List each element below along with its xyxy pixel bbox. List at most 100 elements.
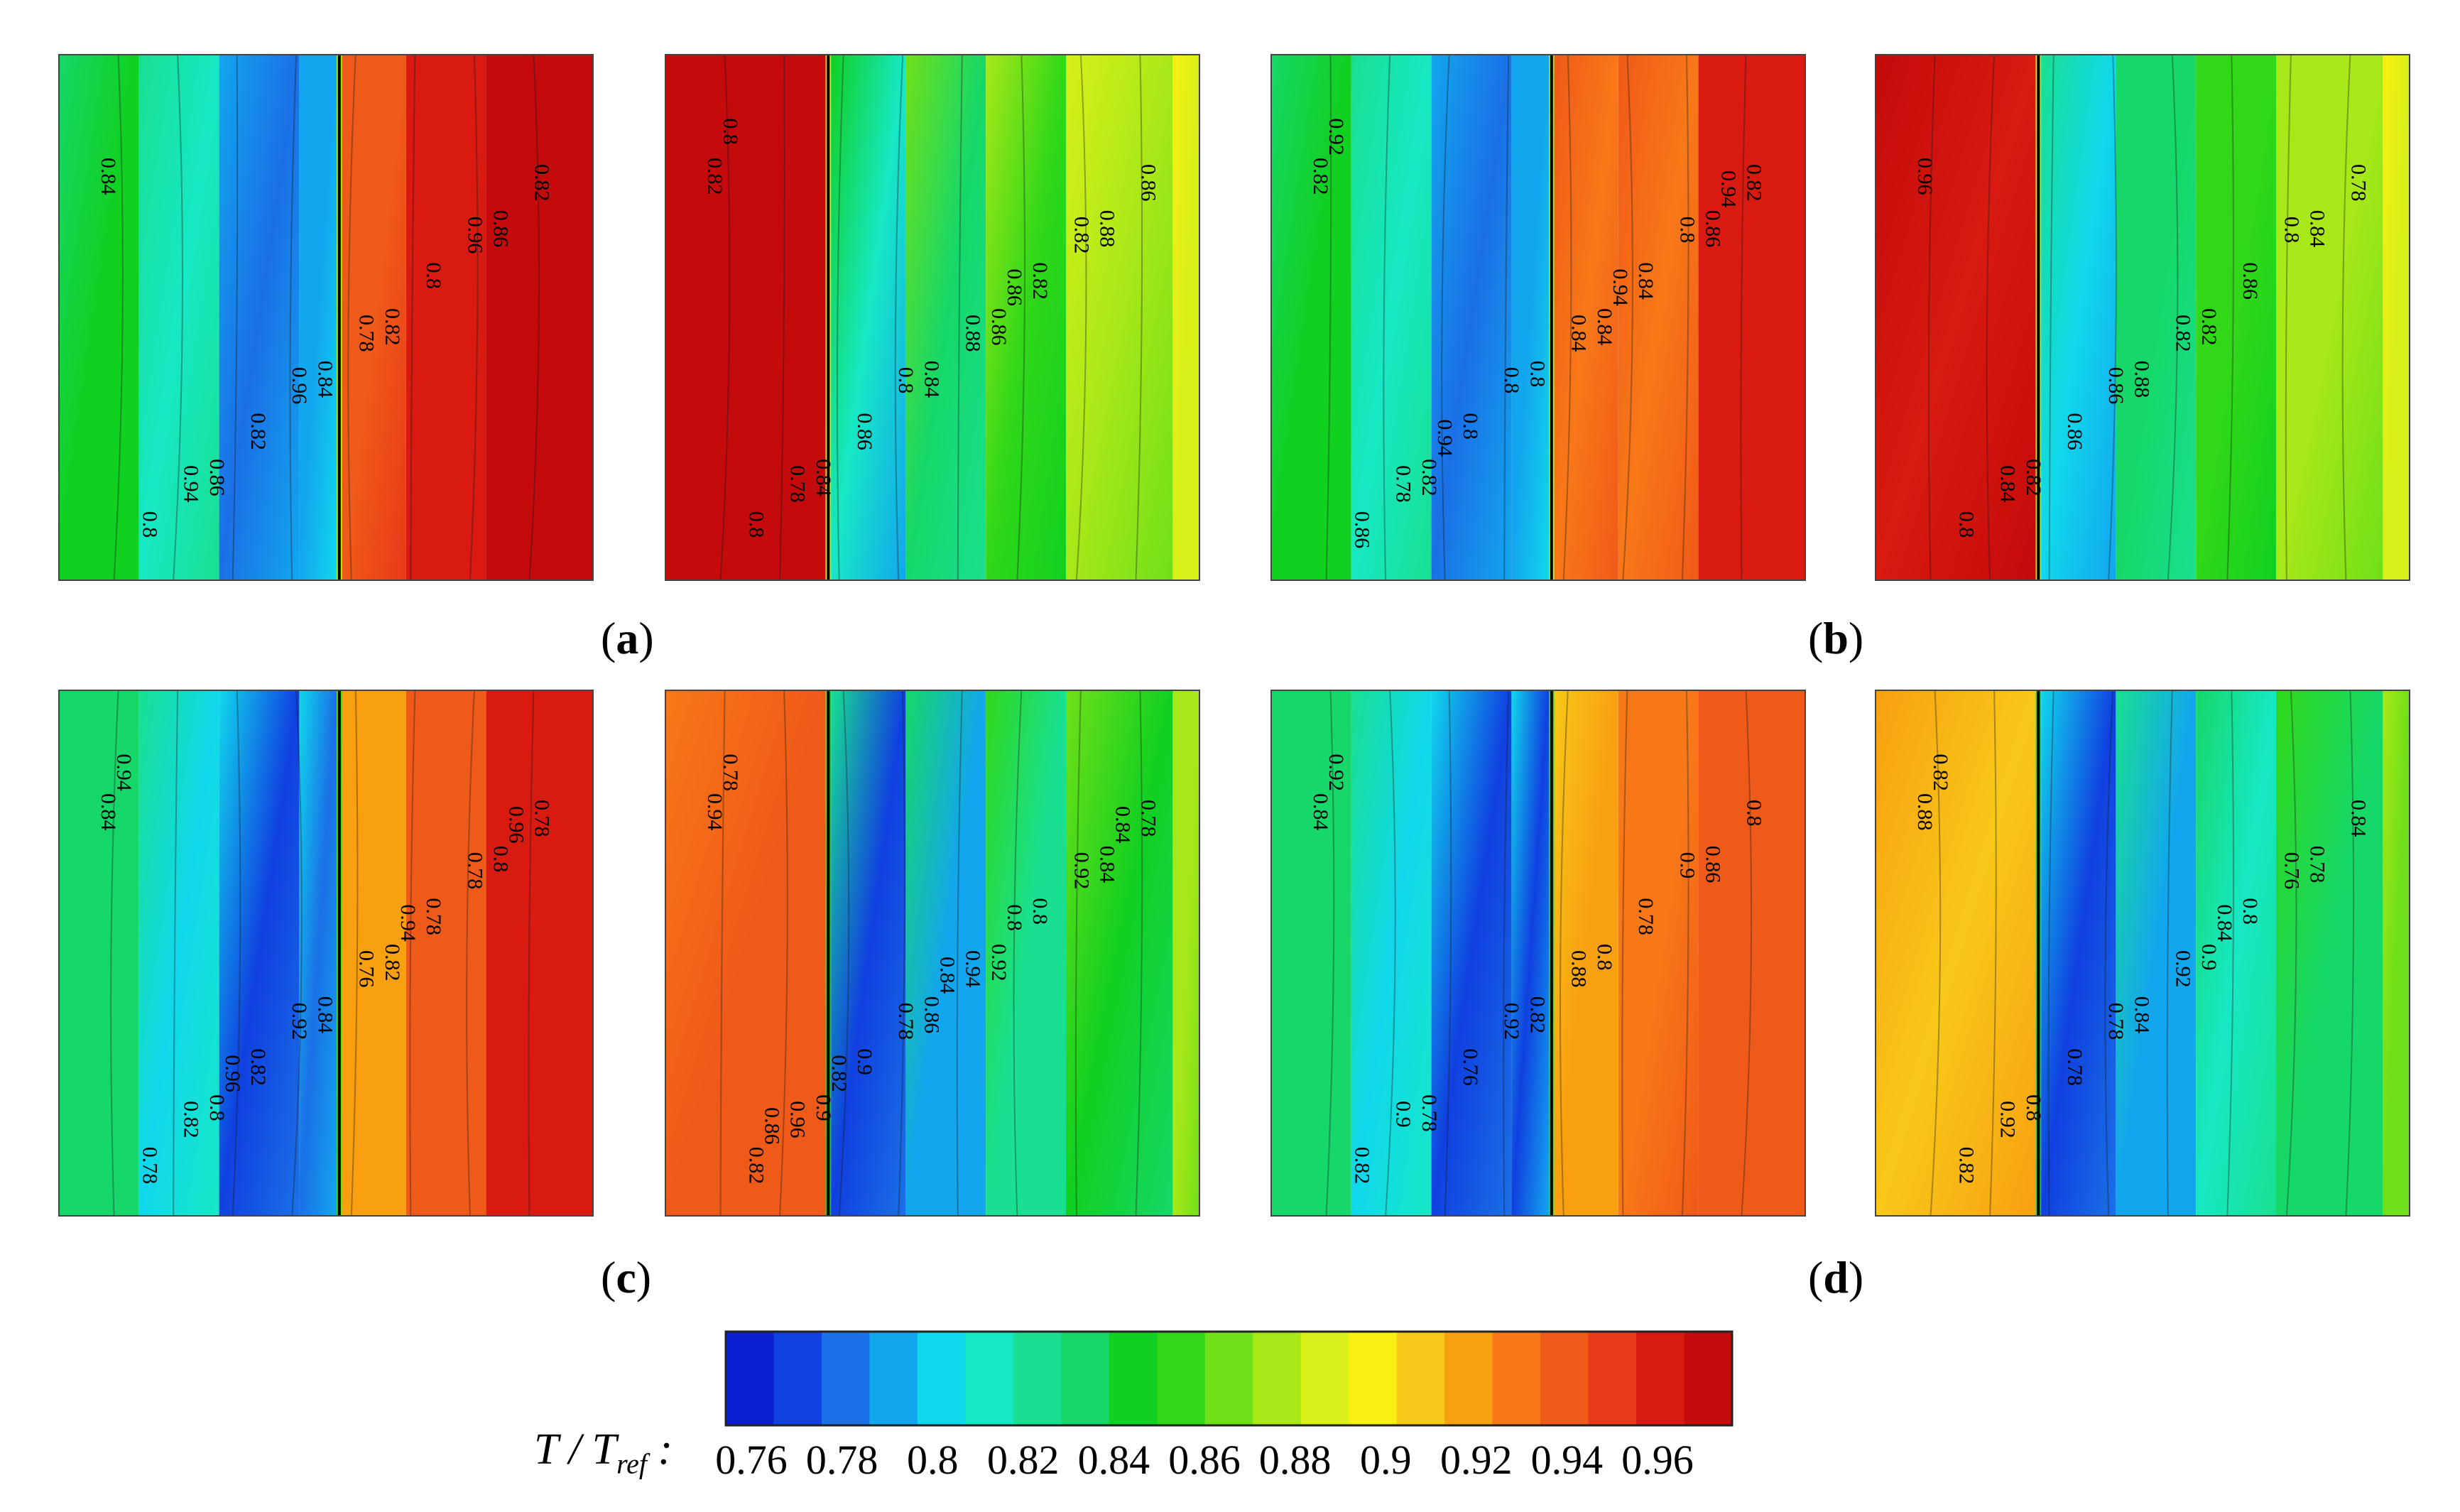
contour-band (1351, 55, 1432, 580)
contour-band (986, 55, 1066, 580)
colorbar-tick-label: 0.9 (1359, 1437, 1412, 1483)
contour-label: 0.86 (760, 1107, 783, 1145)
contour-line (1325, 55, 1332, 580)
contour-label: 0.9 (812, 1094, 835, 1121)
contour-panel-a-right: 0.820.860.840.880.840.80.820.860.860.880… (665, 54, 1200, 581)
contour-line (779, 690, 788, 1216)
contour-band (2116, 55, 2197, 580)
contour-line (347, 55, 357, 580)
contour-label: 0.84 (1111, 806, 1134, 844)
colorbar-tick-label: 0.86 (1168, 1437, 1241, 1483)
contour-label: 0.78 (719, 754, 742, 790)
contour-label: 0.82 (1309, 158, 1332, 195)
contour-label: 0.82 (381, 944, 404, 981)
panel-frame (1270, 54, 1806, 581)
contour-label: 0.82 (2022, 459, 2045, 496)
contour-label: 0.84 (313, 361, 337, 398)
contour-line (2166, 690, 2173, 1216)
contour-label: 0.84 (2305, 210, 2329, 248)
contour-band (138, 55, 219, 580)
contour-band (2196, 690, 2276, 1216)
panel-frame (665, 690, 1200, 1217)
panel-label-b: (b) (1808, 613, 1864, 663)
contour-band (1351, 690, 1432, 1216)
colorbar-swatch (726, 1332, 774, 1425)
contour-label: 0.76 (355, 950, 379, 988)
contour-panel-c-left: 0.840.820.80.80.840.780.780.820.780.760.… (58, 690, 594, 1217)
contour-label: 0.8 (422, 262, 445, 289)
contour-band (905, 690, 986, 1216)
contour-label: 0.8 (744, 511, 768, 538)
contour-band (1554, 55, 1618, 580)
contour-line (1740, 55, 1747, 580)
contour-line (1385, 690, 1396, 1216)
contour-line (528, 690, 535, 1216)
colorbar-swatch (1204, 1332, 1253, 1425)
contour-label: 0.82 (1417, 459, 1441, 496)
contour-line (894, 55, 904, 580)
contour-label: 0.94 (180, 465, 203, 503)
panel-frame (1875, 690, 2410, 1217)
contour-label: 0.94 (1433, 419, 1457, 457)
contour-label: 0.82 (703, 158, 726, 195)
contour-line (232, 690, 241, 1216)
contour-label: 0.8 (1459, 413, 1482, 440)
contour-label: 0.86 (853, 413, 876, 450)
contour-line (1562, 55, 1572, 580)
contour-band (1698, 55, 1805, 580)
contour-label: 0.78 (894, 1003, 918, 1040)
colorbar-tick-label: 0.84 (1077, 1437, 1150, 1483)
contour-band (1876, 690, 2036, 1216)
contour-band (299, 55, 337, 580)
contour-label: 0.92 (1324, 754, 1348, 791)
colorbar-tick-label: 0.96 (1621, 1437, 1694, 1483)
contour-line (1681, 690, 1689, 1216)
colorbar-swatch (1349, 1332, 1398, 1425)
contour-label: 0.8 (719, 118, 742, 144)
contour-label: 0.78 (138, 1147, 161, 1185)
contour-band (1618, 690, 1699, 1216)
contour-label: 0.86 (489, 210, 512, 248)
contour-label: 0.78 (530, 800, 554, 837)
contour-band (831, 55, 906, 580)
contour-label: 0.82 (1028, 262, 1052, 300)
contour-label: 0.84 (2213, 904, 2236, 942)
contour-label: 0.84 (2347, 800, 2371, 837)
contour-label: 0.92 (288, 1003, 311, 1040)
contour-label: 0.86 (2104, 367, 2128, 405)
contour-line (1135, 55, 1143, 580)
contour-label: 0.8 (2022, 1094, 2045, 1121)
contour-band (1271, 55, 1351, 580)
contour-line (232, 55, 239, 580)
contour-label: 0.84 (1309, 793, 1332, 831)
contour-line (1930, 690, 1942, 1216)
contour-band (1618, 55, 1699, 580)
contour-band (2196, 55, 2276, 580)
contour-label: 0.82 (827, 1055, 851, 1092)
contour-band (1511, 690, 1550, 1216)
contour-band (486, 55, 593, 580)
contour-band (1172, 55, 1199, 580)
contour-label: 0.86 (1701, 846, 1724, 883)
colorbar-swatch (869, 1332, 918, 1425)
contour-label: 0.78 (2347, 164, 2371, 201)
panel-frame (58, 54, 594, 581)
contour-band (1066, 690, 1173, 1216)
contour-line (350, 690, 359, 1216)
contour-label: 0.9 (1675, 852, 1699, 879)
contour-label: 0.82 (1743, 164, 1766, 201)
contour-label: 0.84 (935, 957, 959, 994)
contour-band (138, 690, 219, 1216)
contour-line (898, 690, 905, 1216)
contour-line (779, 55, 785, 580)
colorbar-swatch (1540, 1332, 1589, 1425)
contour-panel-b-right: 0.960.820.820.840.880.80.860.860.780.820… (1875, 54, 2410, 581)
contour-line (1986, 55, 1996, 580)
contour-label: 0.8 (138, 511, 161, 538)
contour-label: 0.82 (1525, 996, 1549, 1034)
colorbar-tick-label: 0.88 (1258, 1437, 1332, 1483)
contour-label: 0.86 (1350, 511, 1373, 549)
contour-label: 0.86 (2238, 262, 2262, 300)
contour-label: 0.94 (1609, 268, 1632, 306)
contour-label: 0.94 (396, 904, 420, 942)
